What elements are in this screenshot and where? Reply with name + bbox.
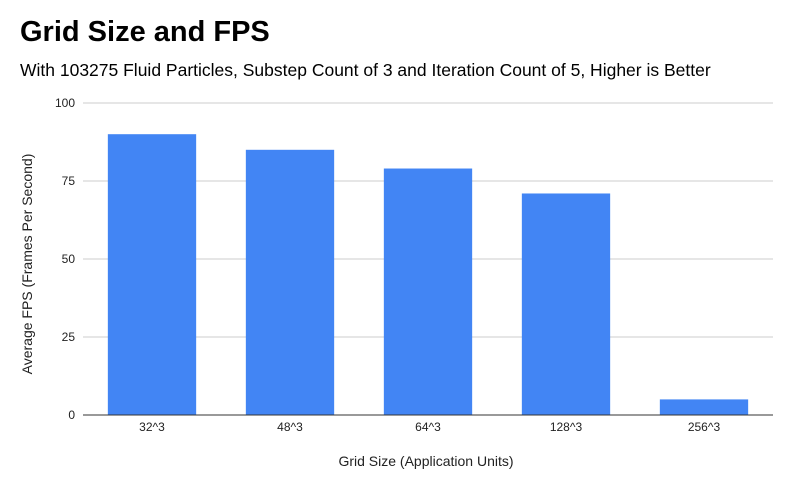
x-tick-label: 32^3 — [139, 420, 165, 434]
tick-labels: 0 25 50 75 100 32^3 48^3 64^3 128^3 256^3 — [55, 96, 721, 434]
y-tick-label: 75 — [62, 174, 76, 188]
y-tick-label: 25 — [62, 330, 76, 344]
y-tick-label: 100 — [55, 96, 75, 110]
y-tick-label: 0 — [68, 408, 75, 422]
bar — [383, 168, 473, 415]
chart-subtitle: With 103275 Fluid Particles, Substep Cou… — [20, 60, 711, 80]
x-tick-label: 128^3 — [550, 420, 583, 434]
bar — [521, 193, 611, 415]
bars — [107, 134, 749, 416]
x-axis-title: Grid Size (Application Units) — [338, 453, 513, 469]
y-axis-title: Average FPS (Frames Per Second) — [19, 154, 35, 375]
x-tick-label: 64^3 — [415, 420, 441, 434]
x-tick-label: 48^3 — [277, 420, 303, 434]
bar — [659, 399, 749, 415]
chart-title: Grid Size and FPS — [20, 16, 270, 48]
bar — [107, 134, 197, 415]
x-tick-label: 256^3 — [688, 420, 721, 434]
y-tick-label: 50 — [62, 252, 76, 266]
bar — [245, 149, 335, 416]
